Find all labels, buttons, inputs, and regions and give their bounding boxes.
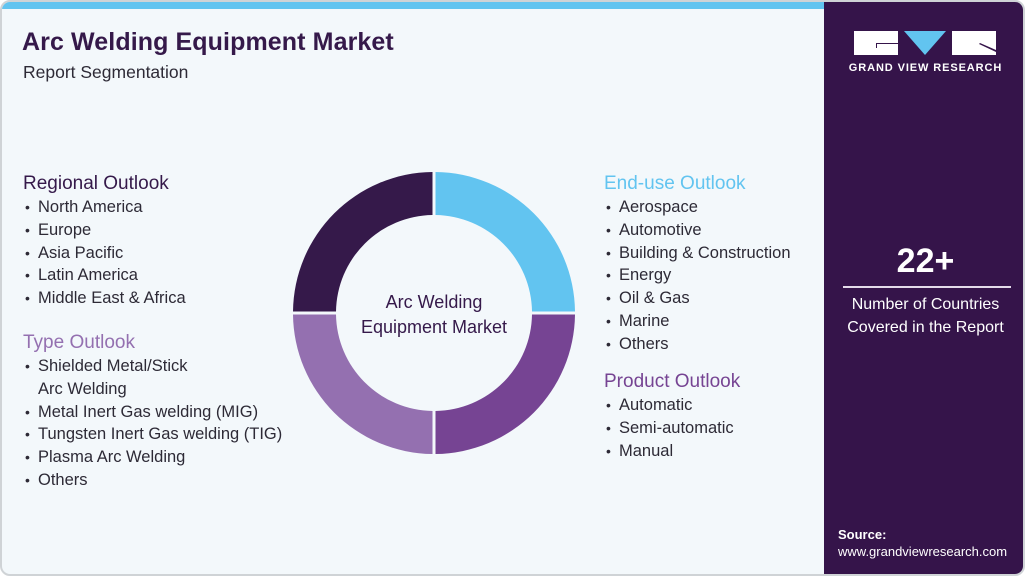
countries-stat-label: Number of Countries Covered in the Repor… xyxy=(824,293,1023,339)
list-item: Oil & Gas xyxy=(604,287,791,310)
stat-divider xyxy=(843,286,1011,288)
list-item: Others xyxy=(604,333,791,356)
page-title: Arc Welding Equipment Market xyxy=(22,28,394,56)
regional-outlook-heading: Regional Outlook xyxy=(23,173,169,194)
enduse-outlook-list: Aerospace Automotive Building & Construc… xyxy=(604,196,791,356)
list-item: Manual xyxy=(604,440,740,463)
list-item: North America xyxy=(23,196,186,219)
list-item: Europe xyxy=(23,219,186,242)
donut-segment-regional xyxy=(293,172,433,312)
list-item-line: Arc Welding xyxy=(38,379,127,398)
list-item: Automotive xyxy=(604,219,791,242)
list-item: Aerospace xyxy=(604,196,791,219)
type-outlook-section: Type Outlook Shielded Metal/Stick Arc We… xyxy=(23,331,282,492)
product-outlook-heading: Product Outlook xyxy=(604,371,741,392)
list-item: Asia Pacific xyxy=(23,242,186,265)
product-outlook-section: Product Outlook Automatic Semi-automatic… xyxy=(604,370,740,462)
source-url: www.grandviewresearch.com xyxy=(838,544,1008,559)
donut-segment-enduse xyxy=(435,172,575,312)
countries-stat-value: 22+ xyxy=(896,242,955,280)
donut-segment-type xyxy=(293,314,433,454)
donut-center-line2: Equipment Market xyxy=(360,317,508,337)
list-item: Others xyxy=(23,469,282,492)
enduse-outlook-section: End-use Outlook Aerospace Automotive Bui… xyxy=(604,172,791,356)
list-item: Semi-automatic xyxy=(604,417,740,440)
list-item: Automatic xyxy=(604,394,740,417)
list-item: Tungsten Inert Gas welding (TIG) xyxy=(23,423,282,446)
page-subtitle: Report Segmentation xyxy=(23,62,189,82)
top-accent-bar xyxy=(2,2,824,9)
list-item: Marine xyxy=(604,310,791,333)
list-item: Shielded Metal/Stick Arc Welding xyxy=(23,355,282,401)
segmentation-donut-chart xyxy=(293,172,575,454)
product-outlook-list: Automatic Semi-automatic Manual xyxy=(604,394,740,462)
list-item: Middle East & Africa xyxy=(23,287,186,310)
enduse-outlook-heading: End-use Outlook xyxy=(604,173,746,194)
donut-center-line1: Arc Welding xyxy=(385,292,483,312)
brand-name: GRAND VIEW RESEARCH xyxy=(848,62,1003,74)
source-label: Source: xyxy=(838,527,887,542)
regional-outlook-list: North America Europe Asia Pacific Latin … xyxy=(23,196,186,310)
list-item-line: Shielded Metal/Stick xyxy=(38,357,188,375)
list-item: Energy xyxy=(604,264,791,287)
list-item: Metal Inert Gas welding (MIG) xyxy=(23,401,282,424)
stat-label-line1: Number of Countries xyxy=(851,296,1000,313)
list-item: Plasma Arc Welding xyxy=(23,446,282,469)
regional-outlook-section: Regional Outlook North America Europe As… xyxy=(23,172,186,310)
brand-sidebar: GRAND VIEW RESEARCH 22+ Number of Countr… xyxy=(824,2,1023,574)
type-outlook-list: Shielded Metal/Stick Arc Welding Metal I… xyxy=(23,355,282,492)
grand-view-research-logo-icon xyxy=(854,31,996,55)
type-outlook-heading: Type Outlook xyxy=(23,332,135,353)
list-item: Building & Construction xyxy=(604,242,791,265)
donut-segment-product xyxy=(435,314,575,454)
stat-label-line2: Covered in the Report xyxy=(847,319,1004,336)
donut-center-label: Arc Welding Equipment Market xyxy=(334,290,534,340)
list-item: Latin America xyxy=(23,264,186,287)
